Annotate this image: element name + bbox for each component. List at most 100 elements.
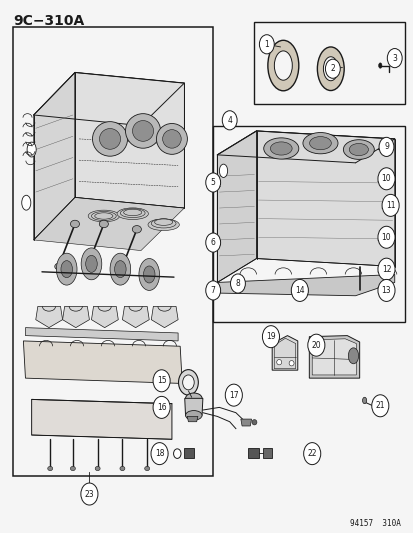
Ellipse shape xyxy=(270,142,292,155)
Circle shape xyxy=(230,274,245,293)
Ellipse shape xyxy=(70,220,79,228)
Ellipse shape xyxy=(302,133,337,154)
Text: 22: 22 xyxy=(307,449,316,458)
Text: 21: 21 xyxy=(375,401,384,410)
Ellipse shape xyxy=(173,449,180,458)
Ellipse shape xyxy=(120,208,145,217)
Ellipse shape xyxy=(162,130,181,148)
Circle shape xyxy=(151,442,168,465)
Bar xyxy=(183,448,194,458)
Bar xyxy=(262,448,271,458)
Ellipse shape xyxy=(117,208,148,220)
Polygon shape xyxy=(217,274,394,296)
Ellipse shape xyxy=(85,255,97,272)
Text: 15: 15 xyxy=(157,376,166,385)
Ellipse shape xyxy=(362,397,366,403)
Text: 23: 23 xyxy=(84,489,94,498)
Circle shape xyxy=(153,397,170,418)
Ellipse shape xyxy=(342,140,373,159)
Ellipse shape xyxy=(267,41,298,91)
Circle shape xyxy=(381,195,398,216)
Ellipse shape xyxy=(56,253,77,285)
Circle shape xyxy=(259,35,273,54)
Ellipse shape xyxy=(378,63,381,68)
Bar xyxy=(13,27,213,477)
Circle shape xyxy=(307,334,324,356)
Text: 2: 2 xyxy=(330,64,335,73)
Circle shape xyxy=(377,168,394,190)
Ellipse shape xyxy=(55,263,62,270)
Circle shape xyxy=(81,483,98,505)
Text: 10: 10 xyxy=(381,174,390,183)
Ellipse shape xyxy=(110,253,131,285)
Ellipse shape xyxy=(132,225,141,233)
Ellipse shape xyxy=(182,375,194,390)
Ellipse shape xyxy=(309,136,330,150)
Polygon shape xyxy=(217,131,256,282)
Polygon shape xyxy=(217,131,394,163)
Ellipse shape xyxy=(288,361,293,366)
Polygon shape xyxy=(271,336,297,370)
Polygon shape xyxy=(184,398,202,415)
Text: 20: 20 xyxy=(311,341,320,350)
Circle shape xyxy=(222,111,237,130)
Ellipse shape xyxy=(151,219,176,228)
Ellipse shape xyxy=(22,195,31,210)
Ellipse shape xyxy=(140,88,162,102)
Ellipse shape xyxy=(95,213,113,219)
Text: 17: 17 xyxy=(228,391,238,400)
Polygon shape xyxy=(122,306,149,328)
Circle shape xyxy=(205,173,220,192)
Polygon shape xyxy=(75,72,184,208)
Ellipse shape xyxy=(91,212,116,221)
Ellipse shape xyxy=(219,164,227,177)
Circle shape xyxy=(153,370,170,392)
Circle shape xyxy=(378,138,393,157)
Ellipse shape xyxy=(143,266,154,283)
Ellipse shape xyxy=(114,261,126,278)
Text: 19: 19 xyxy=(266,332,275,341)
Ellipse shape xyxy=(143,91,159,100)
Polygon shape xyxy=(62,306,89,328)
Circle shape xyxy=(387,49,401,68)
Text: 11: 11 xyxy=(385,201,394,210)
Ellipse shape xyxy=(276,360,281,365)
Ellipse shape xyxy=(92,122,127,156)
Circle shape xyxy=(205,281,220,300)
Ellipse shape xyxy=(81,248,102,280)
Ellipse shape xyxy=(69,91,85,100)
Text: 10: 10 xyxy=(381,233,390,242)
Ellipse shape xyxy=(156,124,187,155)
Circle shape xyxy=(377,226,394,248)
Text: 94157  310A: 94157 310A xyxy=(349,519,400,528)
Polygon shape xyxy=(25,328,178,341)
Polygon shape xyxy=(31,399,171,439)
Text: 8: 8 xyxy=(235,279,240,288)
Polygon shape xyxy=(23,341,182,383)
Ellipse shape xyxy=(70,466,75,471)
Ellipse shape xyxy=(154,219,172,225)
Polygon shape xyxy=(33,72,75,240)
Ellipse shape xyxy=(95,466,100,471)
Circle shape xyxy=(377,279,394,302)
Ellipse shape xyxy=(178,369,198,395)
Circle shape xyxy=(325,59,339,78)
Ellipse shape xyxy=(47,466,52,471)
Polygon shape xyxy=(311,339,356,375)
Ellipse shape xyxy=(99,220,108,228)
Ellipse shape xyxy=(27,142,36,157)
Circle shape xyxy=(303,442,320,465)
Ellipse shape xyxy=(123,209,142,216)
Polygon shape xyxy=(256,131,394,266)
Circle shape xyxy=(205,233,220,252)
Text: 13: 13 xyxy=(381,286,390,295)
Ellipse shape xyxy=(120,466,125,471)
Ellipse shape xyxy=(106,82,122,90)
Text: 12: 12 xyxy=(381,265,390,273)
Ellipse shape xyxy=(83,263,91,270)
Text: 7: 7 xyxy=(210,286,215,295)
Ellipse shape xyxy=(139,259,159,290)
Text: 3: 3 xyxy=(392,54,396,62)
Polygon shape xyxy=(91,306,118,328)
Ellipse shape xyxy=(317,47,343,91)
